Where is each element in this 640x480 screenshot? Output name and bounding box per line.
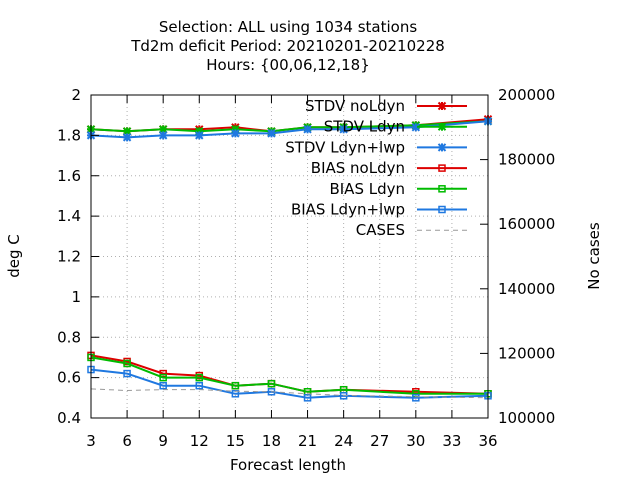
y-tick-label: 0.8: [57, 328, 81, 346]
series-line: [90, 368, 489, 399]
data-point: [437, 122, 447, 131]
data-point: [159, 381, 167, 390]
x-axis-tick-labels: 3 6 9 12 15 18 21 24 27 30 33 36: [86, 432, 497, 450]
y-tick-label: 1.2: [57, 248, 81, 266]
legend-label: STDV Ldyn: [324, 118, 405, 136]
y-axis-tick-labels: 0.4 0.6 0.8 1 1.2 1.4 1.6 1.8 2: [57, 86, 81, 427]
legend-label: CASES: [356, 221, 405, 239]
data-point: [195, 381, 204, 390]
legend-entry: STDV Ldyn+lwp: [285, 138, 467, 156]
legend-label: STDV Ldyn+lwp: [285, 138, 405, 156]
series-line: [90, 120, 489, 133]
x-tick-label: 36: [478, 432, 497, 450]
data-point: [303, 394, 312, 402]
y-tick-label: 1.6: [57, 167, 81, 185]
legend-label: STDV noLdyn: [305, 97, 405, 115]
x-tick-label: 12: [190, 432, 209, 450]
y2-tick-label: 160000: [498, 215, 555, 233]
y2-tick-label: 180000: [498, 151, 555, 169]
series-bias-ldyn-lwp: [87, 365, 492, 402]
y-tick-label: 1.8: [57, 126, 81, 144]
legend-label: BIAS Ldyn: [329, 180, 405, 198]
x-tick-label: 24: [334, 432, 353, 450]
x-tick-label: 18: [262, 432, 281, 450]
y2-tick-label: 140000: [498, 280, 555, 298]
x-tick-label: 9: [158, 432, 168, 450]
title-line-2: Td2m deficit Period: 20210201-20210228: [130, 37, 445, 55]
x-tick-label: 30: [406, 432, 425, 450]
x-tick-label: 33: [442, 432, 461, 450]
x-tick-label: 15: [226, 432, 245, 450]
y-tick-label: 1.4: [57, 207, 81, 225]
y-tick-label: 2: [71, 86, 81, 104]
data-point: [195, 373, 204, 382]
legend-label: BIAS noLdyn: [311, 159, 405, 177]
x-tick-label: 3: [86, 432, 96, 450]
data-point: [438, 164, 446, 172]
y2-tick-label: 100000: [498, 409, 555, 427]
legend-entry: CASES: [356, 221, 467, 239]
data-point: [231, 129, 240, 138]
legend-entry: BIAS Ldyn: [329, 180, 467, 198]
y-tick-label: 1: [71, 288, 81, 306]
data-point: [438, 205, 446, 214]
data-point: [195, 131, 204, 140]
legend-label: BIAS Ldyn+lwp: [291, 201, 405, 219]
legend-entry: BIAS noLdyn: [311, 159, 467, 177]
title-line-3: Hours: {00,06,12,18}: [206, 56, 370, 74]
data-point: [411, 123, 421, 132]
data-point: [437, 143, 447, 152]
data-point: [158, 131, 168, 140]
data-point: [339, 125, 348, 134]
data-point: [303, 125, 312, 134]
data-point: [123, 359, 131, 368]
plot-series: [86, 115, 493, 402]
data-point: [438, 185, 446, 193]
chart-title: Selection: ALL using 1034 stations Td2m …: [130, 18, 445, 74]
x-tick-label: 21: [298, 432, 317, 450]
series-line: [90, 388, 489, 399]
series-bias-ldyn: [87, 353, 492, 398]
legend-entry: STDV Ldyn: [324, 118, 467, 136]
data-point: [159, 373, 167, 382]
data-point: [122, 133, 132, 142]
series-cases: [90, 388, 489, 399]
legend: STDV noLdyn STDV Ldyn STDV Ldyn+lwp BIAS no…: [285, 97, 467, 239]
y2-axis-tick-labels: 100000 120000 140000 160000 180000 200000: [498, 86, 555, 427]
data-point: [267, 379, 276, 388]
legend-entry: BIAS Ldyn+lwp: [291, 201, 467, 219]
y-tick-label: 0.4: [57, 409, 81, 427]
x-axis-label: Forecast length: [230, 456, 346, 474]
data-point: [437, 101, 447, 111]
title-line-1: Selection: ALL using 1034 stations: [159, 18, 418, 36]
series-line: [90, 356, 488, 395]
data-point: [412, 394, 420, 402]
y-axis-label: deg C: [5, 234, 23, 278]
legend-entry: STDV noLdyn: [305, 97, 467, 115]
y2-tick-label: 120000: [498, 344, 555, 362]
y-tick-label: 0.6: [57, 369, 81, 387]
x-tick-label: 6: [122, 432, 132, 450]
data-point: [231, 381, 240, 390]
data-point: [267, 129, 276, 138]
axis-ticks: [90, 94, 489, 419]
y2-axis-label: No cases: [585, 222, 603, 290]
data-point: [123, 369, 131, 378]
y2-tick-label: 200000: [498, 86, 555, 104]
series-line: [90, 120, 489, 139]
x-tick-label: 27: [370, 432, 389, 450]
